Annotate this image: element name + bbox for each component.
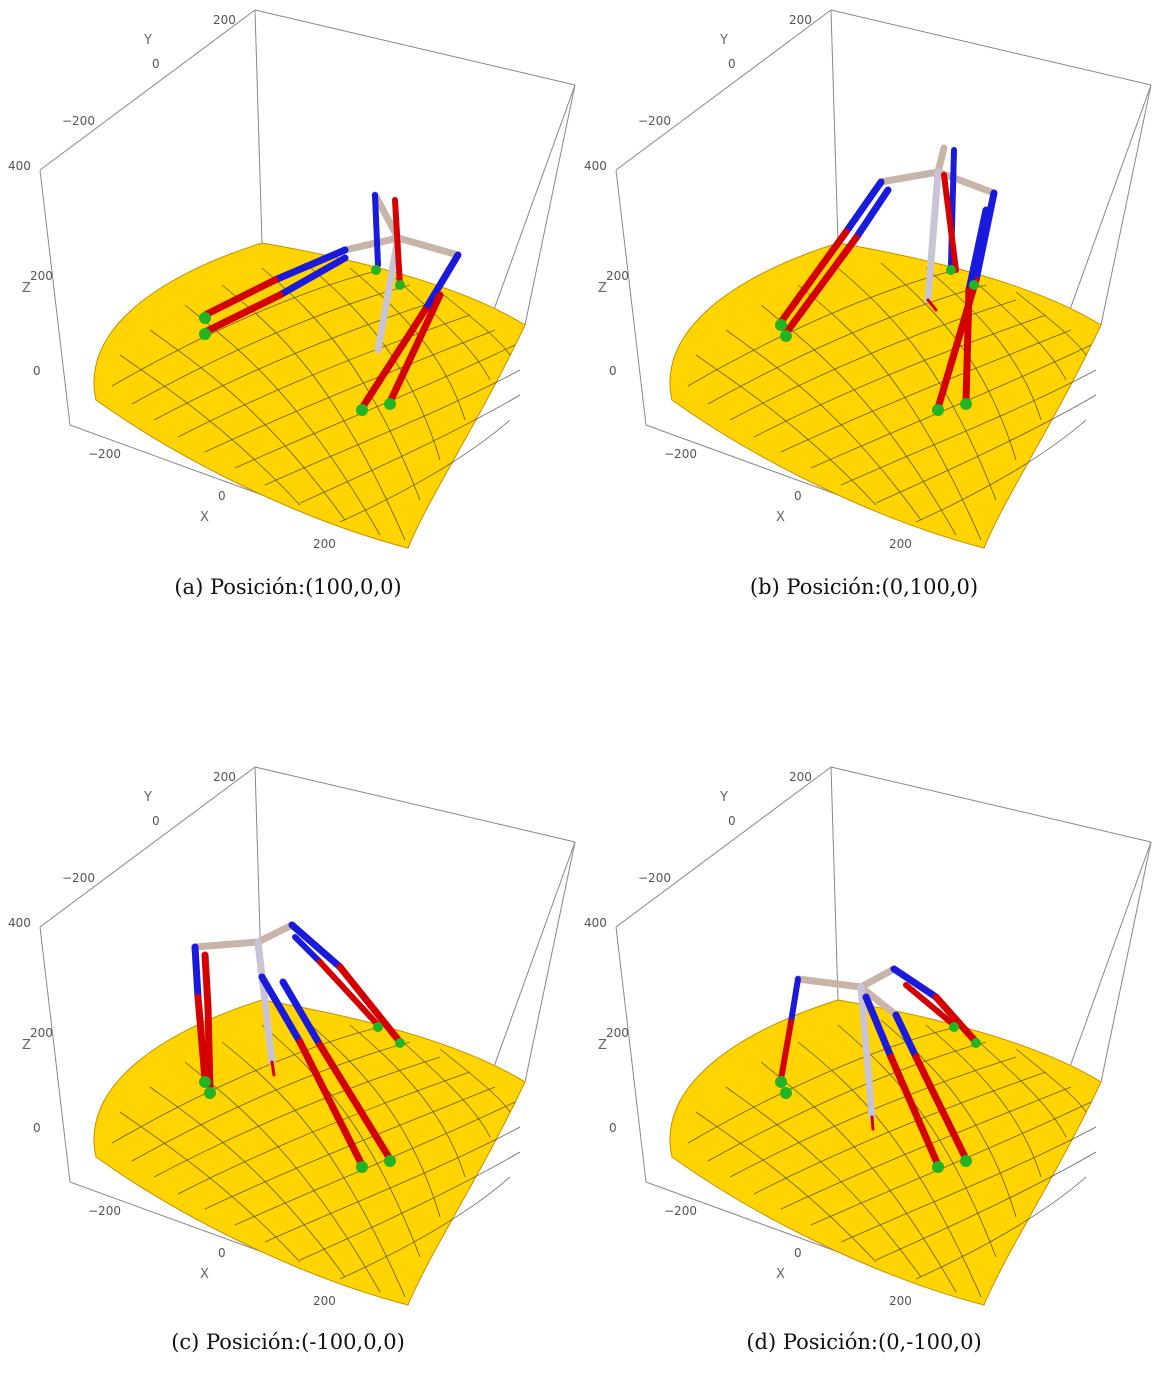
surface-b bbox=[669, 242, 1102, 549]
x-tick-d-3: 200 bbox=[889, 1294, 912, 1308]
x-tick-c-2: 0 bbox=[218, 1246, 226, 1260]
caption-b: (b) Posición:(0,100,0) bbox=[749, 575, 979, 599]
x-axis-label-c: X bbox=[200, 1267, 209, 1282]
y-tick-c-3: −200 bbox=[62, 871, 95, 885]
x-axis-label-d: X bbox=[776, 1267, 785, 1282]
caption-c: (c) Posición:(-100,0,0) bbox=[171, 1330, 405, 1354]
surface-grid-a bbox=[111, 262, 521, 541]
z-tick-b-2: 200 bbox=[606, 269, 629, 283]
y-tick-c-2: 0 bbox=[152, 814, 160, 828]
x-axis-label-a: X bbox=[200, 510, 209, 525]
y-tick-b-2: 0 bbox=[728, 57, 736, 71]
figure-panel-d: Y 200 0 −200 400 200 Z 0 −200 0 X 200 (d… bbox=[576, 757, 1152, 1377]
y-axis-label-c: Y bbox=[143, 790, 152, 805]
z-tick-d-1: 400 bbox=[584, 916, 607, 930]
z-tick-c-3: 0 bbox=[33, 1121, 41, 1135]
x-tick-c-3: 200 bbox=[313, 1294, 336, 1308]
z-axis-label-b: Z bbox=[598, 281, 607, 296]
z-tick-c-2: 200 bbox=[30, 1026, 53, 1040]
x-tick-c-1: −200 bbox=[88, 1204, 121, 1218]
plot-3d-d: Y 200 0 −200 400 200 Z 0 −200 0 X 200 bbox=[584, 766, 1152, 1308]
z-tick-a-3: 0 bbox=[33, 364, 41, 378]
plot-3d-c: Y 200 0 −200 400 200 Z 0 −200 0 X 200 bbox=[8, 766, 576, 1308]
surface-c bbox=[93, 999, 526, 1306]
y-axis-label-a: Y bbox=[143, 33, 152, 48]
y-tick-a-2: 0 bbox=[152, 57, 160, 71]
z-tick-a-1: 400 bbox=[8, 159, 31, 173]
z-axis-label-d: Z bbox=[598, 1038, 607, 1053]
surface-grid-d bbox=[687, 1019, 1097, 1298]
robot-a bbox=[199, 191, 462, 416]
surface-grid-b bbox=[687, 262, 1097, 541]
plot-3d-b: Y 200 0 −200 400 200 Z 0 −200 0 X 200 bbox=[584, 9, 1152, 551]
y-tick-c-1: 200 bbox=[213, 770, 236, 784]
z-axis-label-c: Z bbox=[22, 1038, 31, 1053]
figure-panel-a: Y 200 0 −200 400 200 Z 0 −200 0 X 200 (a… bbox=[0, 0, 576, 620]
caption-d: (d) Posición:(0,-100,0) bbox=[746, 1330, 982, 1354]
y-tick-a-1: 200 bbox=[213, 13, 236, 27]
surface-a bbox=[93, 242, 526, 549]
y-tick-a-3: −200 bbox=[62, 114, 95, 128]
figure-panel-b: Y 200 0 −200 400 200 Z 0 −200 0 X 200 (b… bbox=[576, 0, 1152, 620]
x-axis-label-b: X bbox=[776, 510, 785, 525]
y-tick-d-1: 200 bbox=[789, 770, 812, 784]
x-tick-a-3: 200 bbox=[313, 537, 336, 551]
z-tick-d-2: 200 bbox=[606, 1026, 629, 1040]
x-tick-b-1: −200 bbox=[664, 447, 697, 461]
x-tick-a-1: −200 bbox=[88, 447, 121, 461]
robot-b bbox=[775, 144, 998, 416]
x-tick-b-2: 0 bbox=[794, 489, 802, 503]
x-tick-d-2: 0 bbox=[794, 1246, 802, 1260]
z-tick-b-3: 0 bbox=[609, 364, 617, 378]
y-axis-label-d: Y bbox=[719, 790, 728, 805]
z-tick-c-1: 400 bbox=[8, 916, 31, 930]
robot-c bbox=[191, 921, 405, 1173]
z-axis-label-a: Z bbox=[22, 281, 31, 296]
surface-grid-c bbox=[111, 1019, 521, 1298]
robot-d bbox=[775, 965, 981, 1173]
z-tick-d-3: 0 bbox=[609, 1121, 617, 1135]
y-tick-b-1: 200 bbox=[789, 13, 812, 27]
y-tick-d-2: 0 bbox=[728, 814, 736, 828]
y-tick-b-3: −200 bbox=[638, 114, 671, 128]
figure-panel-c: Y 200 0 −200 400 200 Z 0 −200 0 X 200 (c… bbox=[0, 757, 576, 1377]
bounding-box-b bbox=[615, 9, 1152, 549]
caption-a: (a) Posición:(100,0,0) bbox=[174, 575, 402, 599]
x-tick-d-1: −200 bbox=[664, 1204, 697, 1218]
x-tick-a-2: 0 bbox=[218, 489, 226, 503]
z-tick-b-1: 400 bbox=[584, 159, 607, 173]
y-tick-d-3: −200 bbox=[638, 871, 671, 885]
z-tick-a-2: 200 bbox=[30, 269, 53, 283]
y-axis-label-b: Y bbox=[719, 33, 728, 48]
plot-3d-a: Y 200 0 −200 400 200 Z 0 −200 0 X 200 bbox=[8, 9, 576, 551]
x-tick-b-3: 200 bbox=[889, 537, 912, 551]
